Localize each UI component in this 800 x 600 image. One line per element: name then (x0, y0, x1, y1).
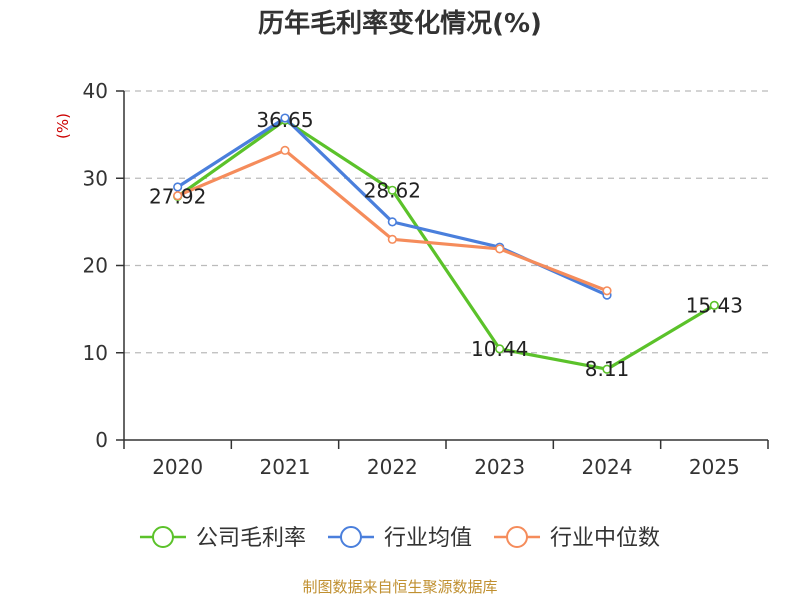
legend-item: 公司毛利率 (139, 526, 306, 551)
data-point (173, 182, 183, 192)
data-point (387, 185, 397, 195)
legend-item: 行业均值 (327, 526, 472, 551)
legend-item: 行业中位数 (494, 526, 660, 551)
x-tick-label: 2025 (689, 455, 740, 479)
x-tick-label: 2024 (582, 455, 633, 479)
legend: 公司毛利率 行业均值 行业中位数 (139, 526, 660, 551)
y-tick-label: 30 (83, 166, 108, 190)
y-tick-label: 10 (83, 341, 108, 365)
data-label: 28.62 (364, 178, 421, 202)
axes: 0 10 20 30 40 2020 2021 2022 2023 2024 2025 (83, 79, 769, 479)
data-label: 15.43 (686, 293, 743, 317)
data-point (280, 145, 290, 155)
series-lines (173, 113, 719, 374)
series-line-1 (176, 116, 608, 297)
chart-title: 历年毛利率变化情况(%) (258, 8, 542, 39)
data-point (602, 364, 612, 374)
data-point (495, 244, 505, 254)
x-tick-label: 2022 (367, 455, 418, 479)
data-label: 27.92 (149, 184, 206, 208)
data-point (387, 217, 397, 227)
data-point (173, 191, 183, 201)
legend-marker-icon (151, 526, 174, 548)
legend-marker-icon (506, 526, 529, 548)
y-tick-label: 0 (95, 428, 108, 452)
x-tick-label: 2021 (260, 455, 311, 479)
legend-marker-icon (339, 526, 362, 548)
legend-label: 公司毛利率 (196, 526, 306, 551)
y-tick-label: 40 (83, 79, 108, 103)
series-line-0 (176, 118, 716, 371)
data-point (495, 344, 505, 354)
data-point (602, 286, 612, 296)
y-tick-label: 20 (83, 254, 108, 278)
y-axis-unit: (%) (54, 113, 72, 139)
data-point (709, 300, 719, 310)
data-point (280, 113, 290, 123)
x-tick-label: 2020 (152, 455, 203, 479)
source-note: 制图数据来自恒生聚源数据库 (302, 578, 497, 596)
data-label: 36.65 (256, 108, 313, 132)
data-label: 8.11 (585, 357, 630, 381)
legend-label: 行业中位数 (550, 526, 660, 551)
x-tick-label: 2023 (474, 455, 525, 479)
gridlines (124, 90, 768, 354)
data-label: 10.44 (471, 337, 528, 361)
legend-label: 行业均值 (384, 526, 472, 551)
data-point (387, 234, 397, 244)
data-labels: 27.92 36.65 28.62 10.44 8.11 15.43 (149, 108, 743, 381)
